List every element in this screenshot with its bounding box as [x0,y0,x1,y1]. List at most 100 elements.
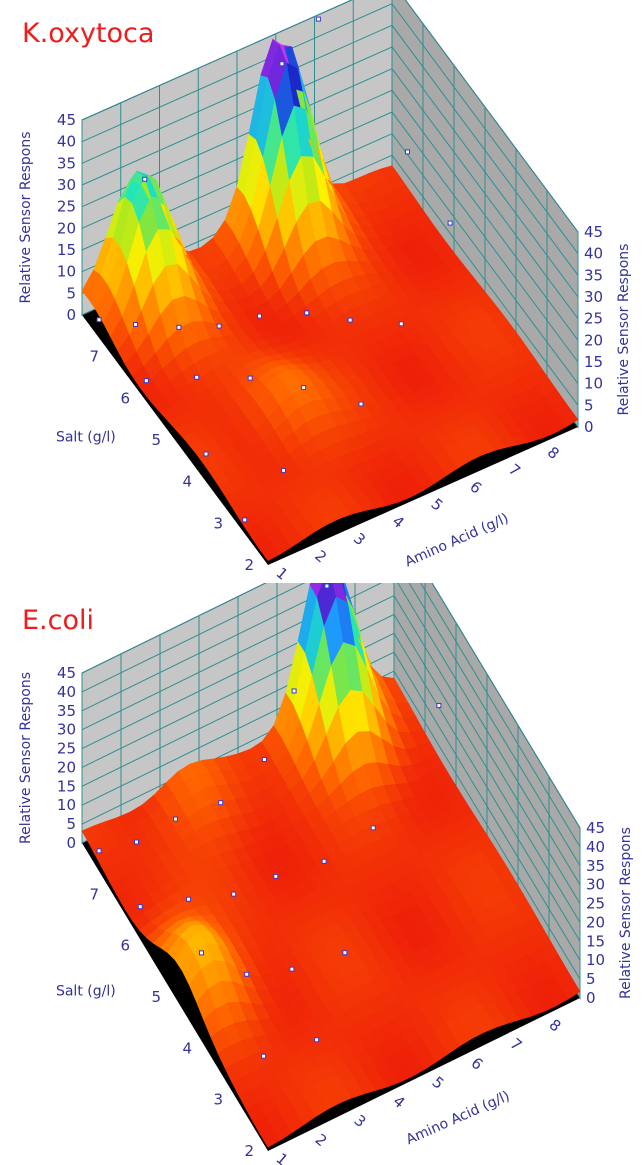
x-tick-label: 3 [350,529,369,549]
z-tick-label-left: 30 [57,176,76,194]
data-point [96,317,102,323]
data-point [256,313,262,319]
z-tick-label-right: 5 [584,396,594,414]
z-tick-label-right: 15 [584,353,603,371]
z-tick-label-right: 10 [584,375,603,393]
axis-ticks: 0510152025303540450510152025303540451234… [57,664,605,1165]
y-tick-label: 5 [151,988,161,1006]
y-tick-label: 4 [182,1039,192,1057]
data-point [358,401,364,407]
data-point [405,149,410,155]
z-tick-label-right: 5 [586,970,596,988]
y-tick-label: 7 [89,885,99,903]
z-tick-label-left: 5 [66,284,76,302]
z-tick-label-left: 20 [57,758,76,776]
x-tick-label: 5 [429,1073,448,1093]
data-point [281,468,286,474]
y-tick-label: 6 [120,937,130,955]
data-point [370,825,376,831]
data-point [203,451,209,457]
y-tick-label: 7 [89,348,99,366]
x-tick-label: 3 [351,1111,370,1131]
z-tick-label-right: 25 [584,310,603,328]
x-axis-label: Amino Acid (g/l) [403,510,512,570]
data-points [96,16,453,523]
data-point [186,896,191,902]
z-axis-label-left: Relative Sensor Respons [18,132,34,304]
x-tick-label: 2 [312,1130,331,1150]
z-tick-label-left: 35 [57,702,76,720]
x-axis-label: Amino Acid (g/l) [404,1088,513,1148]
z-tick-label-right: 30 [586,876,605,894]
data-point [347,317,353,323]
x-tick-label: 8 [546,1016,565,1036]
z-tick-label-left: 40 [57,683,76,701]
z-tick-label-left: 45 [57,664,76,682]
z-tick-label-right: 40 [584,245,603,263]
data-point [142,176,148,182]
data-point [315,16,321,22]
data-point [247,375,253,381]
z-tick-label-left: 40 [57,133,76,151]
surface-patch [558,409,579,428]
x-tick-label: 7 [505,460,524,480]
data-point [324,583,330,589]
z-tick-label-right: 20 [584,331,603,349]
data-point [176,324,182,330]
z-axis-label-right: Relative Sensor Respons [618,827,634,999]
surface [81,583,581,1148]
z-tick-label-left: 10 [57,796,76,814]
data-point [199,950,204,956]
y-tick-label: 3 [213,514,223,532]
data-point [194,374,200,380]
z-tick-label-right: 40 [586,838,605,856]
z-tick-label-left: 0 [66,834,76,852]
z-tick-label-left: 15 [57,241,76,259]
x-tick-label: 5 [428,495,447,515]
surface-patch [309,583,324,598]
surface [81,38,579,561]
x-tick-label: 8 [544,443,563,463]
y-tick-label: 5 [151,431,161,449]
data-point [231,891,237,897]
z-tick-label-left: 25 [57,740,76,758]
chart-e-coli: E.coli 0 5 10 15 20 25 30 35 40 45 0 5 10 15 20 25 30 35 4… [0,583,644,1165]
z-tick-label-left: 15 [57,777,76,795]
z-tick-label-right: 10 [586,951,605,969]
x-tick-label: 7 [507,1035,526,1055]
data-point [301,385,307,391]
data-point [291,688,297,694]
y-tick-label: 6 [120,389,130,407]
z-tick-label-right: 25 [586,895,605,913]
data-point [96,848,102,854]
z-tick-label-left: 20 [57,219,76,237]
data-point [321,858,327,864]
data-point [173,816,178,822]
chart-k-oxytoca: K.oxytoca 0 5 10 15 20 25 30 35 40 45 0 5 10 15 20 25 30… [0,0,644,582]
z-tick-label-right: 45 [586,819,605,837]
surface-patch [560,979,581,1000]
chart-title: E.coli [22,605,95,636]
data-point [342,950,348,956]
x-tick-label: 4 [390,1092,409,1112]
data-point [216,323,222,329]
data-point [244,971,250,977]
data-point [314,1037,320,1043]
z-tick-label-left: 5 [66,815,76,833]
x-tick-label: 1 [273,1149,292,1165]
wall-grid [81,0,579,428]
z-tick-label-left: 45 [57,111,76,129]
z-tick-label-right: 30 [584,288,603,306]
chart-title: K.oxytoca [22,18,155,49]
z-tick-label-left: 10 [57,263,76,281]
data-point [261,1053,267,1059]
y-axis-label: Salt (g/l) [56,984,116,1000]
data-point [398,321,404,327]
data-point [143,378,149,384]
x-tick-label: 2 [311,547,330,567]
z-tick-label-left: 25 [57,198,76,216]
data-point [137,904,143,910]
z-tick-label-right: 35 [586,857,605,875]
data-point [242,517,248,523]
data-point [273,873,279,879]
